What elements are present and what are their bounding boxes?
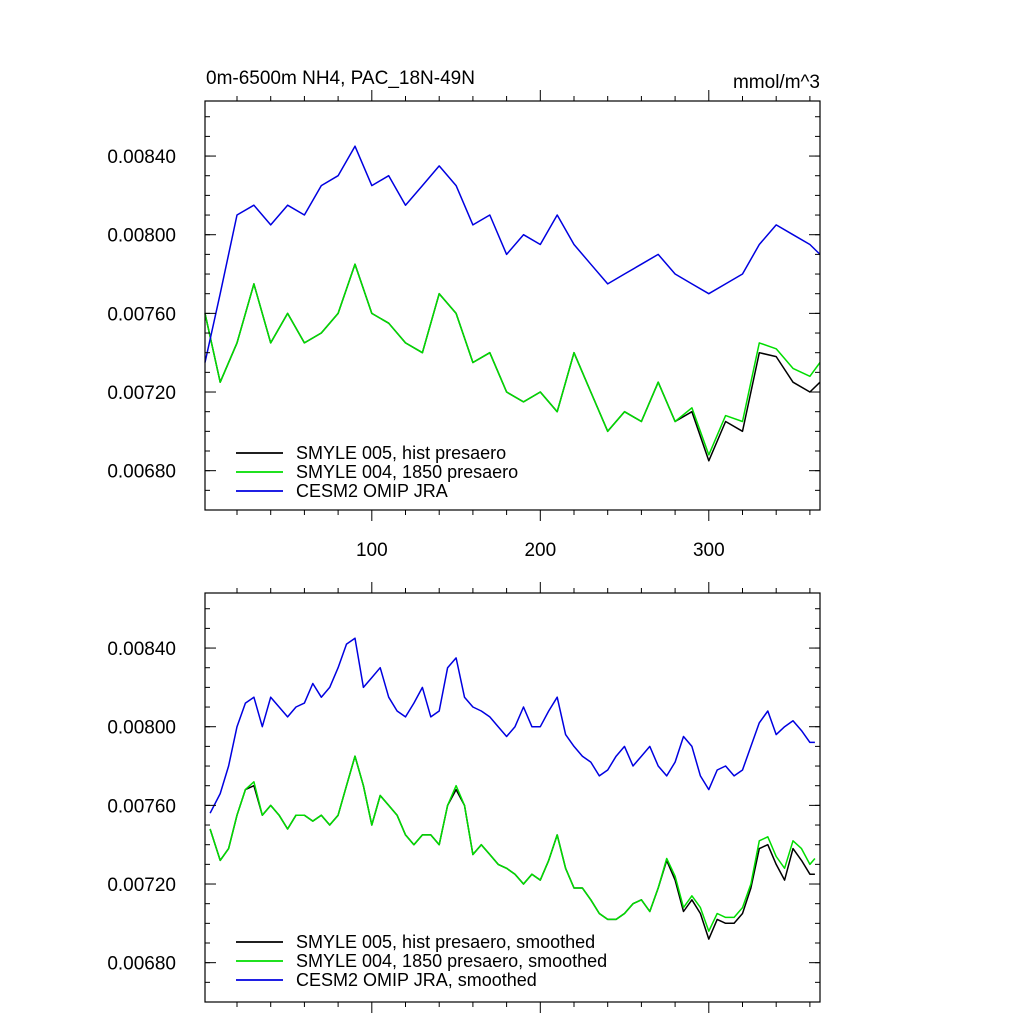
top-x-tick-label: 200: [524, 540, 556, 561]
bottom-series-line-2: [209, 637, 815, 814]
bottom-y-tick-label: 0.00800: [107, 718, 176, 739]
bottom-series-line-1: [209, 755, 816, 932]
top-y-tick-label: 0.00840: [107, 147, 176, 168]
bottom-y-tick-label: 0.00760: [107, 796, 176, 817]
bottom-y-tick-label: 0.00680: [107, 954, 176, 975]
top-series-line-2: [204, 145, 821, 363]
top-legend-label-2: CESM2 OMIP JRA: [296, 481, 448, 501]
top-series-line-0: [204, 263, 821, 462]
bottom-legend-label-2: CESM2 OMIP JRA, smoothed: [296, 970, 537, 990]
top-legend-label-1: SMYLE 004, 1850 presaero: [296, 462, 518, 482]
bottom-y-tick-label: 0.00720: [107, 875, 176, 896]
top-x-tick-label: 300: [693, 540, 725, 561]
bottom-y-tick-label: 0.00840: [107, 639, 176, 660]
bottom-plot-frame: [204, 592, 821, 1003]
bottom-legend-label-0: SMYLE 005, hist presaero, smoothed: [296, 932, 595, 952]
top-plot-frame: [204, 100, 821, 511]
bottom-panel: 0.00680 0.00720 0.00760 0.00800 0.00840 SMYLE…: [107, 582, 821, 1013]
bottom-legend-label-1: SMYLE 004, 1850 presaero, smoothed: [296, 951, 607, 971]
top-panel: 0.00680 0.00720 0.00760 0.00800 0.00840 100 20…: [107, 90, 821, 561]
top-legend-label-0: SMYLE 005, hist presaero: [296, 443, 506, 463]
top-x-tick-label: 100: [356, 540, 388, 561]
figure-title-left: 0m-6500m NH4, PAC_18N-49N: [206, 68, 475, 89]
top-y-tick-label: 0.00680: [107, 462, 176, 483]
top-y-tick-label: 0.00760: [107, 304, 176, 325]
top-y-tick-label: 0.00720: [107, 383, 176, 404]
bottom-series-line-0: [209, 755, 815, 940]
figure-units-label: mmol/m^3: [733, 72, 820, 93]
top-series-line-1: [204, 263, 821, 456]
top-y-tick-label: 0.00800: [107, 226, 176, 247]
